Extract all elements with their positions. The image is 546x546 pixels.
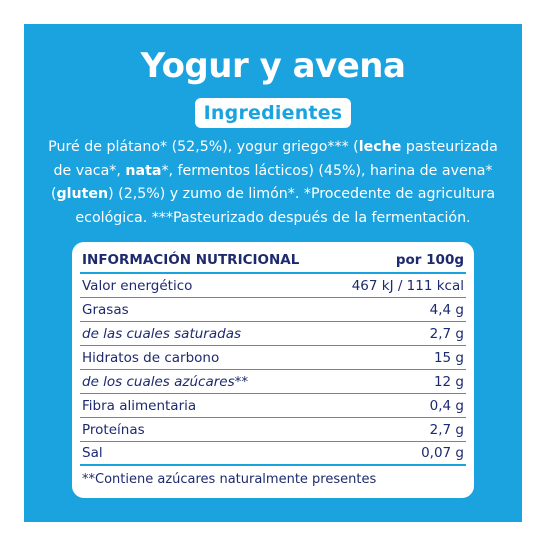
nutrition-row-fiber: Fibra alimentaria 0,4 g — [80, 394, 466, 418]
nutrient-name: de los cuales azúcares** — [82, 373, 249, 390]
nutrient-value: 467 kJ / 111 kcal — [351, 277, 464, 294]
nutrient-name: Proteínas — [82, 421, 145, 438]
nutrition-footnote: **Contiene azúcares naturalmente present… — [82, 472, 377, 487]
nutrition-row-salt: Sal 0,07 g — [80, 442, 466, 466]
nutrient-value: 0,07 g — [421, 445, 464, 461]
allergen-text: leche — [358, 139, 402, 155]
allergen-text: gluten — [56, 186, 109, 202]
nutrient-name: Hidratos de carbono — [82, 349, 220, 366]
nutrient-value: 4,4 g — [429, 301, 464, 318]
ingredients-badge-wrap: Ingredientes — [24, 98, 522, 128]
ingredients-text: Puré de plátano* (52,5%), yogur griego**… — [40, 136, 506, 230]
label-panel: Yogur y avena Ingredientes Puré de pláta… — [24, 24, 522, 522]
nutrition-row-protein: Proteínas 2,7 g — [80, 418, 466, 442]
nutrition-row-sugars: de los cuales azúcares** 12 g — [80, 370, 466, 394]
ingredients-badge: Ingredientes — [194, 98, 352, 128]
nutrition-header-title: INFORMACIÓN NUTRICIONAL — [82, 252, 300, 268]
nutrient-name: de las cuales saturadas — [82, 325, 242, 342]
allergen-text: nata — [125, 162, 162, 179]
ingredient-text: pasteurizada de vaca*, — [53, 139, 498, 179]
nutrition-header-row: INFORMACIÓN NUTRICIONAL por 100g — [80, 248, 466, 274]
nutrition-row-fat: Grasas 4,4 g — [80, 298, 466, 322]
nutrient-name: Valor energético — [82, 277, 193, 294]
nutrition-row-carbs: Hidratos de carbono 15 g — [80, 346, 466, 370]
nutrient-name: Grasas — [82, 301, 129, 318]
product-title: Yogur y avena — [140, 46, 406, 86]
nutrient-name: Fibra alimentaria — [82, 397, 197, 414]
nutrient-value: 12 g — [433, 373, 464, 390]
nutrient-value: 2,7 g — [429, 421, 464, 438]
nutrition-row-energy: Valor energético 467 kJ / 111 kcal — [80, 274, 466, 298]
nutrient-name: Sal — [82, 445, 103, 461]
nutrient-value: 0,4 g — [429, 397, 464, 414]
nutrition-table: INFORMACIÓN NUTRICIONAL por 100g Valor e… — [72, 242, 474, 498]
ingredient-text: *, fermentos lácticos) (45%), harina de … — [50, 162, 493, 203]
nutrition-header-unit: por 100g — [395, 252, 464, 268]
nutrient-value: 15 g — [433, 349, 464, 366]
ingredient-text: ) (2,5%) y zumo de limón*. *Procedente d… — [75, 186, 496, 226]
nutrient-value: 2,7 g — [429, 325, 464, 342]
ingredient-text: Puré de plátano* (52,5%), yogur griego**… — [48, 139, 359, 155]
nutrition-row-saturated: de las cuales saturadas 2,7 g — [80, 322, 466, 346]
